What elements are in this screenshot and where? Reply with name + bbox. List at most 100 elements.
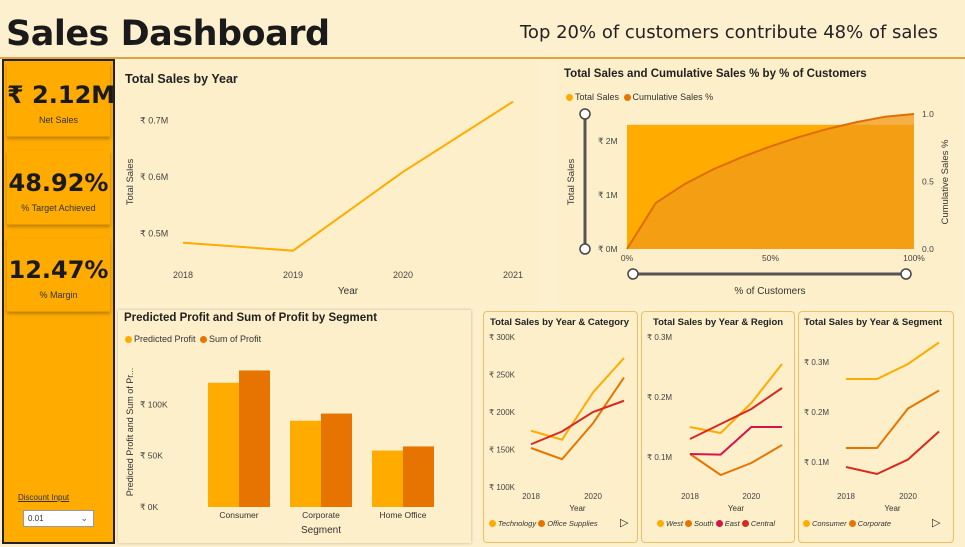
x-tick-label: 2019 xyxy=(283,270,303,280)
legend-item-corporate[interactable]: Corporate xyxy=(848,519,891,528)
x-tick-label: 2018 xyxy=(522,492,540,501)
sales-by-segment-card[interactable]: Total Sales by Year & Segment ₹ 0.1M ₹ 0.… xyxy=(798,311,954,543)
chart-title: Total Sales by Year & Segment xyxy=(804,317,942,328)
x-tick-label: 2021 xyxy=(503,270,523,280)
series-line xyxy=(846,341,940,380)
y-tick-label: ₹ 0.2M xyxy=(647,393,672,402)
legend-item-east[interactable]: East xyxy=(715,519,740,528)
discount-input-dropdown[interactable]: 0.01 ⌄ xyxy=(23,510,94,527)
series-line xyxy=(530,357,625,441)
kpi-value: 12.47% xyxy=(8,256,109,284)
cumulative-line xyxy=(626,113,915,250)
legend-item-central[interactable]: Central xyxy=(741,519,775,528)
bar-predicted-profit xyxy=(372,450,403,507)
legend-item-cumulative[interactable]: Cumulative Sales % xyxy=(623,92,713,102)
series-line xyxy=(689,426,782,456)
chart-legend: Total Sales Cumulative Sales % xyxy=(566,92,713,102)
kpi-card-target-achieved[interactable]: 48.92% % Target Achieved xyxy=(7,151,110,225)
profit-by-segment-chart: Consumer Corporate Home Office ₹ 0K ₹ 50K ₹ 1… xyxy=(125,368,434,536)
series-line xyxy=(530,399,625,446)
y-axis-title: Total Sales xyxy=(566,159,577,206)
x-tick-label: 2018 xyxy=(173,270,193,280)
chart-legend: Predicted Profit Sum of Profit xyxy=(125,334,261,344)
pareto-chart: ₹ 0M ₹ 1M ₹ 2M 0.0 0.5 1.0 0% 50% 100% % of Custo… xyxy=(566,108,951,297)
x-tick-label: 2020 xyxy=(584,492,602,501)
y-zoom-handle-bottom xyxy=(579,243,591,255)
y-axis-title: Total Sales xyxy=(125,159,136,206)
series-line xyxy=(845,430,940,476)
y-tick-label: ₹ 150K xyxy=(489,446,516,455)
x-zoom-handle-left xyxy=(627,268,639,280)
chart-title: Total Sales and Cumulative Sales % by % … xyxy=(564,68,867,80)
legend-item-office-supplies[interactable]: Office Supplies xyxy=(538,519,598,528)
y-zoom-handle-top xyxy=(579,108,591,120)
kpi-panel: ₹ 2.12M Net Sales 48.92% % Target Achiev… xyxy=(2,59,115,544)
y2-tick-label: 1.0 xyxy=(922,109,934,119)
y-tick-label: ₹ 2M xyxy=(598,136,618,146)
y2-axis-title: Cumulative Sales % xyxy=(940,139,951,225)
x-tick-label: 50% xyxy=(762,253,779,263)
bar-sum-of-profit xyxy=(239,370,270,507)
kpi-label: % Margin xyxy=(39,290,78,300)
pareto-card[interactable]: Total Sales and Cumulative Sales % by % … xyxy=(558,62,961,305)
play-icon[interactable]: ▷ xyxy=(620,517,629,529)
chart-title: Total Sales by Year & Category xyxy=(490,317,630,328)
x-tick-label: Consumer xyxy=(219,510,258,520)
page-title: Sales Dashboard xyxy=(6,14,330,54)
y-tick-label: ₹ 0K xyxy=(140,502,158,512)
y-tick-label: ₹ 1M xyxy=(598,190,618,200)
x-tick-label: 0% xyxy=(621,253,634,263)
discount-input-value: 0.01 xyxy=(28,514,44,523)
y-tick-label: ₹ 300K xyxy=(489,333,516,342)
bar-sum-of-profit xyxy=(321,413,352,507)
sales-by-category-chart: ₹ 100K ₹ 150K ₹ 200K ₹ 250K ₹ 300K 2018 2020 Ye… xyxy=(489,333,625,513)
sales-by-region-card[interactable]: Total Sales by Year & Region ₹ 0.1M ₹ 0.2… xyxy=(641,311,795,543)
legend-item-technology[interactable]: Technology xyxy=(489,519,536,528)
x-tick-label: 2020 xyxy=(899,492,917,501)
chart-title: Predicted Profit and Sum of Profit by Se… xyxy=(124,312,378,324)
kpi-label: % Target Achieved xyxy=(21,203,96,213)
chart-title: Total Sales by Year & Region xyxy=(653,317,784,328)
x-axis-title: Segment xyxy=(301,525,341,536)
kpi-value: 48.92% xyxy=(8,169,109,197)
y-tick-label: ₹ 0M xyxy=(598,244,618,254)
x-tick-label: 2020 xyxy=(742,492,760,501)
kpi-card-margin[interactable]: 12.47% % Margin xyxy=(7,238,110,312)
kpi-card-net-sales[interactable]: ₹ 2.12M Net Sales xyxy=(7,63,116,137)
sales-by-segment-chart: ₹ 0.1M ₹ 0.2M ₹ 0.3M 2018 2020 Year xyxy=(804,341,940,513)
cumulative-area xyxy=(627,114,914,249)
chart-legend: Consumer Corporate xyxy=(803,519,891,528)
legend-item-sum-of-profit[interactable]: Sum of Profit xyxy=(200,334,261,344)
y-tick-label: ₹ 0.5M xyxy=(140,229,168,239)
x-tick-label: 2018 xyxy=(681,492,699,501)
x-axis-title: Year xyxy=(338,286,359,297)
x-tick-label: Corporate xyxy=(302,510,340,520)
chart-legend: Technology Office Supplies xyxy=(489,519,598,528)
sales-by-year-chart: ₹ 0.5M ₹ 0.6M ₹ 0.7M 2018 2019 2020 2021 Year To… xyxy=(125,100,523,297)
x-tick-label: 2020 xyxy=(393,270,413,280)
y-tick-label: ₹ 0.1M xyxy=(647,453,672,462)
x-zoom-handle-right xyxy=(900,268,912,280)
kpi-value: ₹ 2.12M xyxy=(7,81,116,109)
series-line xyxy=(689,363,783,435)
y-tick-label: ₹ 100K xyxy=(489,483,516,492)
sales-by-category-card[interactable]: Total Sales by Year & Category ₹ 100K ₹ 1… xyxy=(483,311,638,543)
y-tick-label: ₹ 100K xyxy=(140,399,168,409)
legend-item-predicted-profit[interactable]: Predicted Profit xyxy=(125,334,196,344)
bar-predicted-profit xyxy=(290,420,321,507)
y-tick-label: ₹ 0.3M xyxy=(804,358,829,367)
profit-by-segment-card[interactable]: Predicted Profit and Sum of Profit by Se… xyxy=(118,310,471,543)
series-line xyxy=(689,444,783,477)
play-icon[interactable]: ▷ xyxy=(932,517,941,529)
x-axis-title: Year xyxy=(569,504,586,513)
legend-item-west[interactable]: West xyxy=(657,519,683,528)
legend-item-consumer[interactable]: Consumer xyxy=(803,519,847,528)
y-tick-label: ₹ 0.2M xyxy=(804,408,829,417)
series-line xyxy=(530,376,625,461)
kpi-label: Net Sales xyxy=(38,115,79,125)
legend-item-south[interactable]: South xyxy=(685,519,714,528)
legend-item-total-sales[interactable]: Total Sales xyxy=(566,92,619,102)
sales-by-year-card[interactable]: Total Sales by Year ₹ 0.5M ₹ 0.6M ₹ 0.7M 20… xyxy=(118,62,538,305)
y2-tick-label: 0.0 xyxy=(922,244,934,254)
discount-input-label: Discount Input xyxy=(18,493,70,502)
